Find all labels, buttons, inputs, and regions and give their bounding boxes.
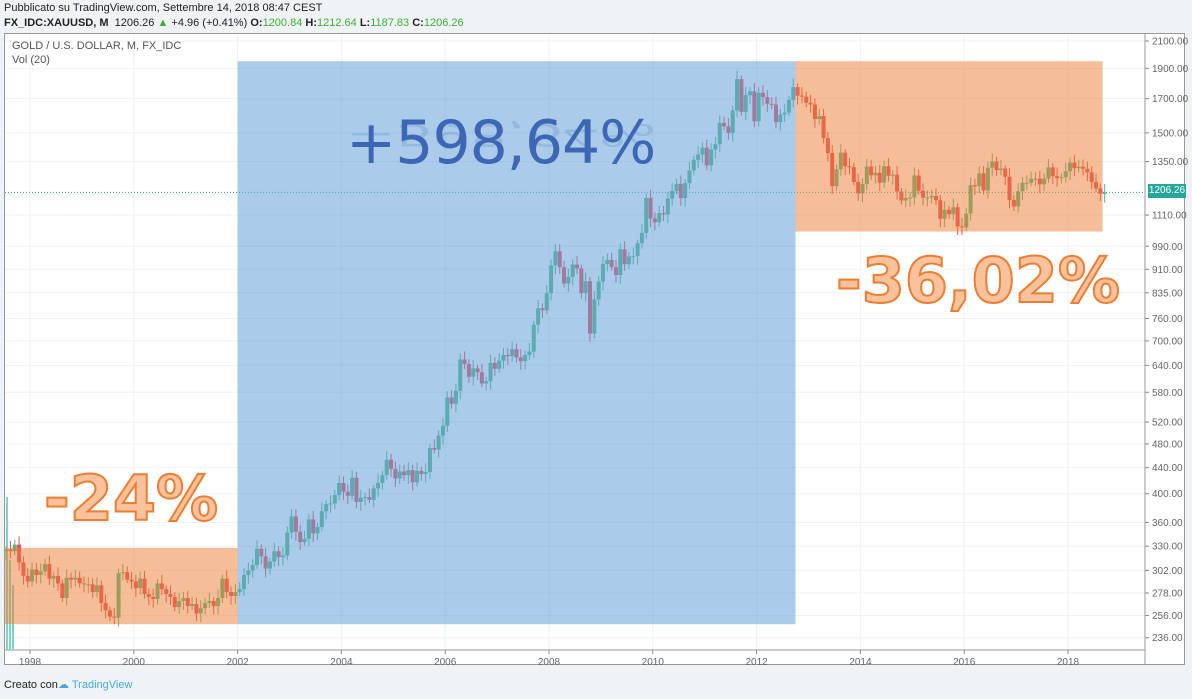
up-triangle-icon: ▲ [157,17,169,29]
open-label: O: [250,17,263,29]
x-tick-label: 2012 [745,657,768,668]
y-tick-label: 640.00 [1152,361,1183,372]
price-change: +4.96 (+0.41%) [171,17,248,29]
y-tick-label: 256.00 [1152,611,1183,622]
y-tick-label: 360.00 [1152,518,1183,529]
x-tick-label: 2016 [953,657,976,668]
loss-box-1998-2001 [5,547,238,625]
gain-label: +598,64% [346,108,656,178]
y-tick-label: 835.00 [1152,288,1183,299]
y-tick-label: 1110.00 [1152,211,1187,222]
candle-body [1102,192,1107,194]
published-info: Pubblicato su TradingView.com, Settembre… [4,2,323,14]
x-tick-label: 2014 [849,657,872,668]
low-label: L: [359,17,371,29]
y-tick-label: 990.00 [1152,242,1183,253]
open-value: 1200.84 [262,17,303,29]
high-value: 1212.64 [317,17,357,29]
x-tick-label: 2000 [123,657,146,668]
tradingview-brand: TradingView [71,679,133,691]
y-tick-label: 1900.00 [1152,64,1189,75]
loss-label-2012-2018: -36,02% [835,243,1121,318]
x-tick-label: 2010 [642,657,665,668]
x-tick-label: 2006 [434,657,457,668]
current-price-label: 1206.26 [1148,184,1186,198]
volume-legend: Vol (20) [12,54,50,66]
last-price: 1206.26 [114,17,155,29]
y-tick-label: 440.00 [1152,463,1183,474]
x-tick-label: 2004 [330,657,353,668]
y-tick-label: 1700.00 [1152,94,1189,105]
y-tick-label: 2100.00 [1152,37,1189,48]
close-value: 1206.26 [423,17,464,29]
symbol-name: FX_IDC:XAUUSD, M [4,17,109,29]
y-tick-label: 278.00 [1152,589,1183,600]
y-tick-label: 1500.00 [1152,128,1189,139]
candle [1102,183,1107,203]
y-tick-label: 760.00 [1152,314,1183,325]
y-tick-label: 302.00 [1152,566,1183,577]
loss-label-1998-2001: -24% [43,461,219,536]
y-tick-label: 700.00 [1152,336,1183,347]
gain-box-2002-2012 [237,61,796,625]
x-tick-label: 2002 [226,657,249,668]
y-tick-label: 400.00 [1152,489,1183,500]
y-tick-label: 580.00 [1152,388,1183,399]
x-tick-label: 1998 [19,657,42,668]
y-tick-label: 520.00 [1152,418,1183,429]
y-tick-label: 236.00 [1152,633,1183,644]
y-tick-label: 1350.00 [1152,157,1189,168]
close-label: C: [412,17,424,29]
tradingview-logo[interactable]: ☁ TradingView [58,678,132,691]
y-tick-label: 910.00 [1152,265,1183,276]
cloud-icon: ☁ [58,679,69,691]
y-tick-label: 330.00 [1152,542,1183,553]
low-value: 1187.83 [370,17,410,29]
symbol-info-bar: FX_IDC:XAUUSD, M 1206.26 ▲ +4.96 (+0.41%… [4,17,464,29]
series-legend: GOLD / U.S. DOLLAR, M, FX_IDC [12,40,182,52]
x-tick-label: 2018 [1057,657,1080,668]
loss-box-2012-2018 [795,61,1103,232]
high-label: H: [305,17,317,29]
created-with: Creato con [4,679,58,691]
y-tick-label: 480.00 [1152,439,1183,450]
x-tick-label: 2008 [538,657,561,668]
